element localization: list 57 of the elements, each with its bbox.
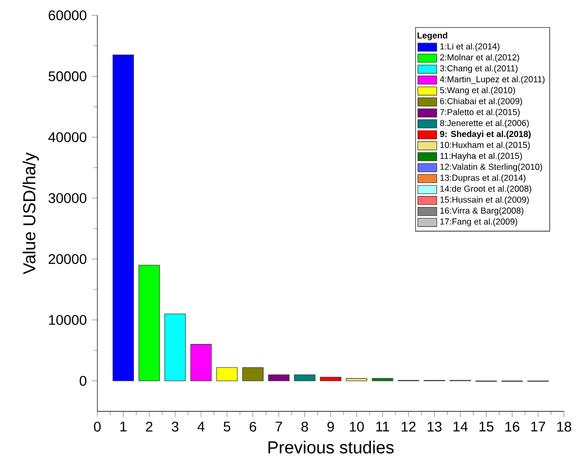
bar bbox=[164, 314, 186, 382]
x-tick-label: 4 bbox=[197, 422, 205, 432]
legend-label: 8:Jenerette et al.(2006) bbox=[440, 120, 529, 128]
y-tick-label: 40000 bbox=[48, 132, 86, 142]
x-tick-label: 1 bbox=[120, 422, 126, 432]
y-axis-title: Value USD/ha/y bbox=[22, 152, 39, 274]
legend-title: Legend bbox=[418, 32, 448, 40]
legend-label: 2:Molnar et al.(2012) bbox=[440, 54, 520, 62]
x-tick-label: 6 bbox=[250, 422, 256, 432]
legend-label: 1:Li et al.(2014) bbox=[440, 43, 500, 52]
y-tick-label: 50000 bbox=[48, 71, 86, 82]
legend-label: 16:Virra & Barg(2008) bbox=[440, 207, 524, 216]
legend-label: 3:Chang et al.(2011) bbox=[440, 64, 518, 74]
legend-label: 10:Huxham et al.(2015) bbox=[440, 142, 530, 150]
legend-label: 17:Fang et al.(2009) bbox=[440, 218, 518, 226]
bar bbox=[346, 378, 368, 382]
x-tick-label: 0 bbox=[94, 422, 101, 432]
x-tick-label: 10 bbox=[350, 422, 364, 432]
legend-label: 11:Hayha et al.(2015) bbox=[440, 152, 522, 161]
x-axis-title: Previous studies bbox=[268, 440, 394, 454]
legend-label: 9: Shedayi et al.(2018) bbox=[440, 130, 531, 139]
y-tick-label: 0 bbox=[80, 376, 86, 386]
legend-label: 15:Hussain et al.(2009) bbox=[440, 196, 529, 204]
x-tick-label: 8 bbox=[301, 422, 308, 432]
x-tick-label: 2 bbox=[146, 422, 152, 432]
x-tick-label: 7 bbox=[276, 422, 282, 432]
bar bbox=[138, 264, 160, 382]
bar bbox=[294, 374, 316, 382]
bar bbox=[320, 376, 342, 382]
x-tick-label: 11 bbox=[376, 422, 390, 432]
y-tick-label: 20000 bbox=[48, 254, 86, 264]
x-tick-label: 5 bbox=[224, 422, 230, 432]
bar bbox=[216, 367, 238, 382]
bar bbox=[372, 378, 394, 382]
x-tick-label: 13 bbox=[428, 422, 442, 432]
y-tick-label: 30000 bbox=[48, 193, 86, 204]
legend-label: 6:Chiabai et al.(2009) bbox=[440, 98, 522, 106]
legend-label: 12:Valatin & Sterling(2010) bbox=[440, 164, 542, 172]
bar bbox=[190, 344, 212, 382]
x-tick-label: 12 bbox=[402, 422, 416, 432]
x-tick-label: 18 bbox=[557, 422, 572, 432]
bar bbox=[242, 367, 264, 382]
x-tick-label: 3 bbox=[172, 422, 178, 432]
y-tick-label: 60000 bbox=[48, 10, 86, 20]
legend-label: 13:Dupras et al.(2014) bbox=[440, 174, 526, 183]
bar bbox=[268, 374, 290, 382]
x-tick-label: 17 bbox=[531, 422, 546, 432]
y-tick-label: 10000 bbox=[49, 314, 86, 325]
x-tick-label: 15 bbox=[480, 422, 494, 432]
legend-label: 5:Wang et al.(2010) bbox=[440, 86, 515, 95]
x-tick-label: 14 bbox=[454, 422, 468, 432]
legend-label: 4:Martin_Lupez et al.(2011) bbox=[440, 76, 545, 84]
x-tick-label: 9 bbox=[327, 422, 334, 432]
legend-label: 7:Paletto et al.(2015) bbox=[440, 108, 520, 117]
x-tick-label: 16 bbox=[505, 422, 520, 432]
bar bbox=[112, 54, 134, 382]
legend-label: 14:de Groot et al.(2008) bbox=[440, 185, 532, 194]
